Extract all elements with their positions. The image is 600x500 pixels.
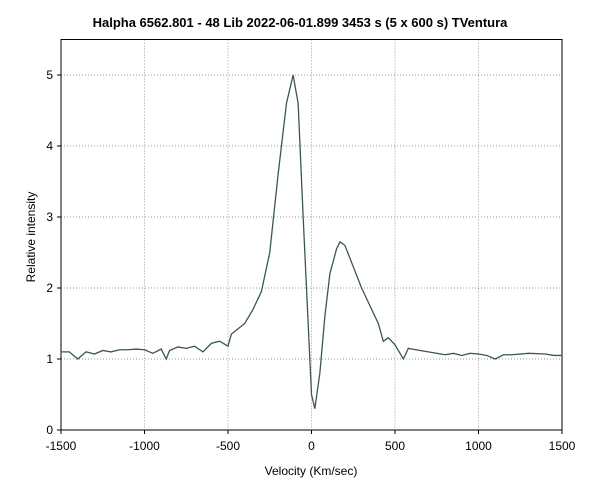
x-tick-label: 0 [308,439,315,453]
y-tick-label: 2 [46,281,53,295]
plot-frame [60,39,563,431]
line [61,74,562,409]
y-axis-title: Relative intensity [24,192,38,283]
x-axis-title: Velocity (Km/sec) [265,464,358,478]
chart-title: Halpha 6562.801 - 48 Lib 2022-06-01.899 … [93,15,509,30]
y-tick-label: 3 [46,210,53,224]
x-tick-label: -1500 [46,439,77,453]
x-tick-label: 1000 [465,439,492,453]
x-tick-label: -500 [216,439,240,453]
y-tick-label: 4 [46,139,53,153]
y-tick-label: 5 [46,68,53,82]
x-tick-label: 500 [385,439,405,453]
y-tick-label: 1 [46,352,53,366]
x-tick-label: 1500 [549,439,576,453]
x-tick-label: -1000 [129,439,160,453]
y-tick-label: 0 [46,423,53,437]
